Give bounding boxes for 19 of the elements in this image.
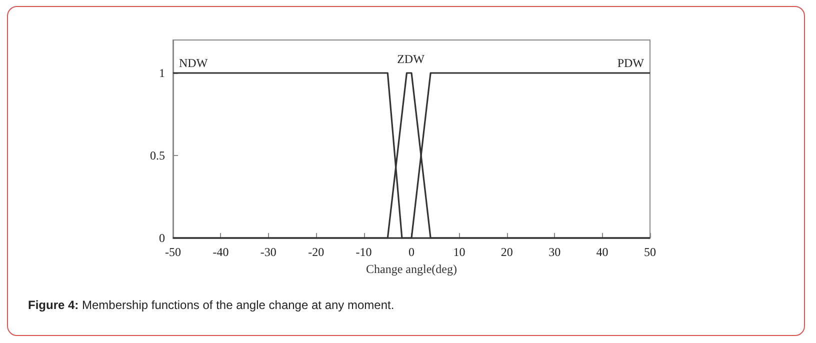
x-tick-label: 40	[596, 245, 608, 259]
series-label: NDW	[179, 56, 208, 70]
x-tick-label: -30	[260, 245, 276, 259]
series-label: PDW	[617, 56, 645, 70]
y-tick-label: 0.5	[150, 148, 165, 162]
x-tick-label: 20	[500, 245, 513, 259]
x-tick-label: -20	[308, 245, 324, 259]
x-tick-label: 0	[408, 245, 414, 259]
x-tick-label: -10	[356, 245, 372, 259]
x-tick-label: 50	[644, 245, 656, 259]
series-label: ZDW	[397, 52, 426, 66]
caption: Figure 4: Membership functions of the angle change at any moment.	[28, 298, 394, 312]
y-tick-label: 0	[159, 231, 165, 245]
y-tick-label: 1	[159, 66, 165, 80]
x-axis-title: Change angle(deg)	[366, 262, 457, 276]
x-tick-label: -50	[165, 245, 181, 259]
x-tick-label: 30	[548, 245, 561, 259]
x-tick-label: 10	[453, 245, 466, 259]
x-tick-label: -40	[212, 245, 229, 259]
